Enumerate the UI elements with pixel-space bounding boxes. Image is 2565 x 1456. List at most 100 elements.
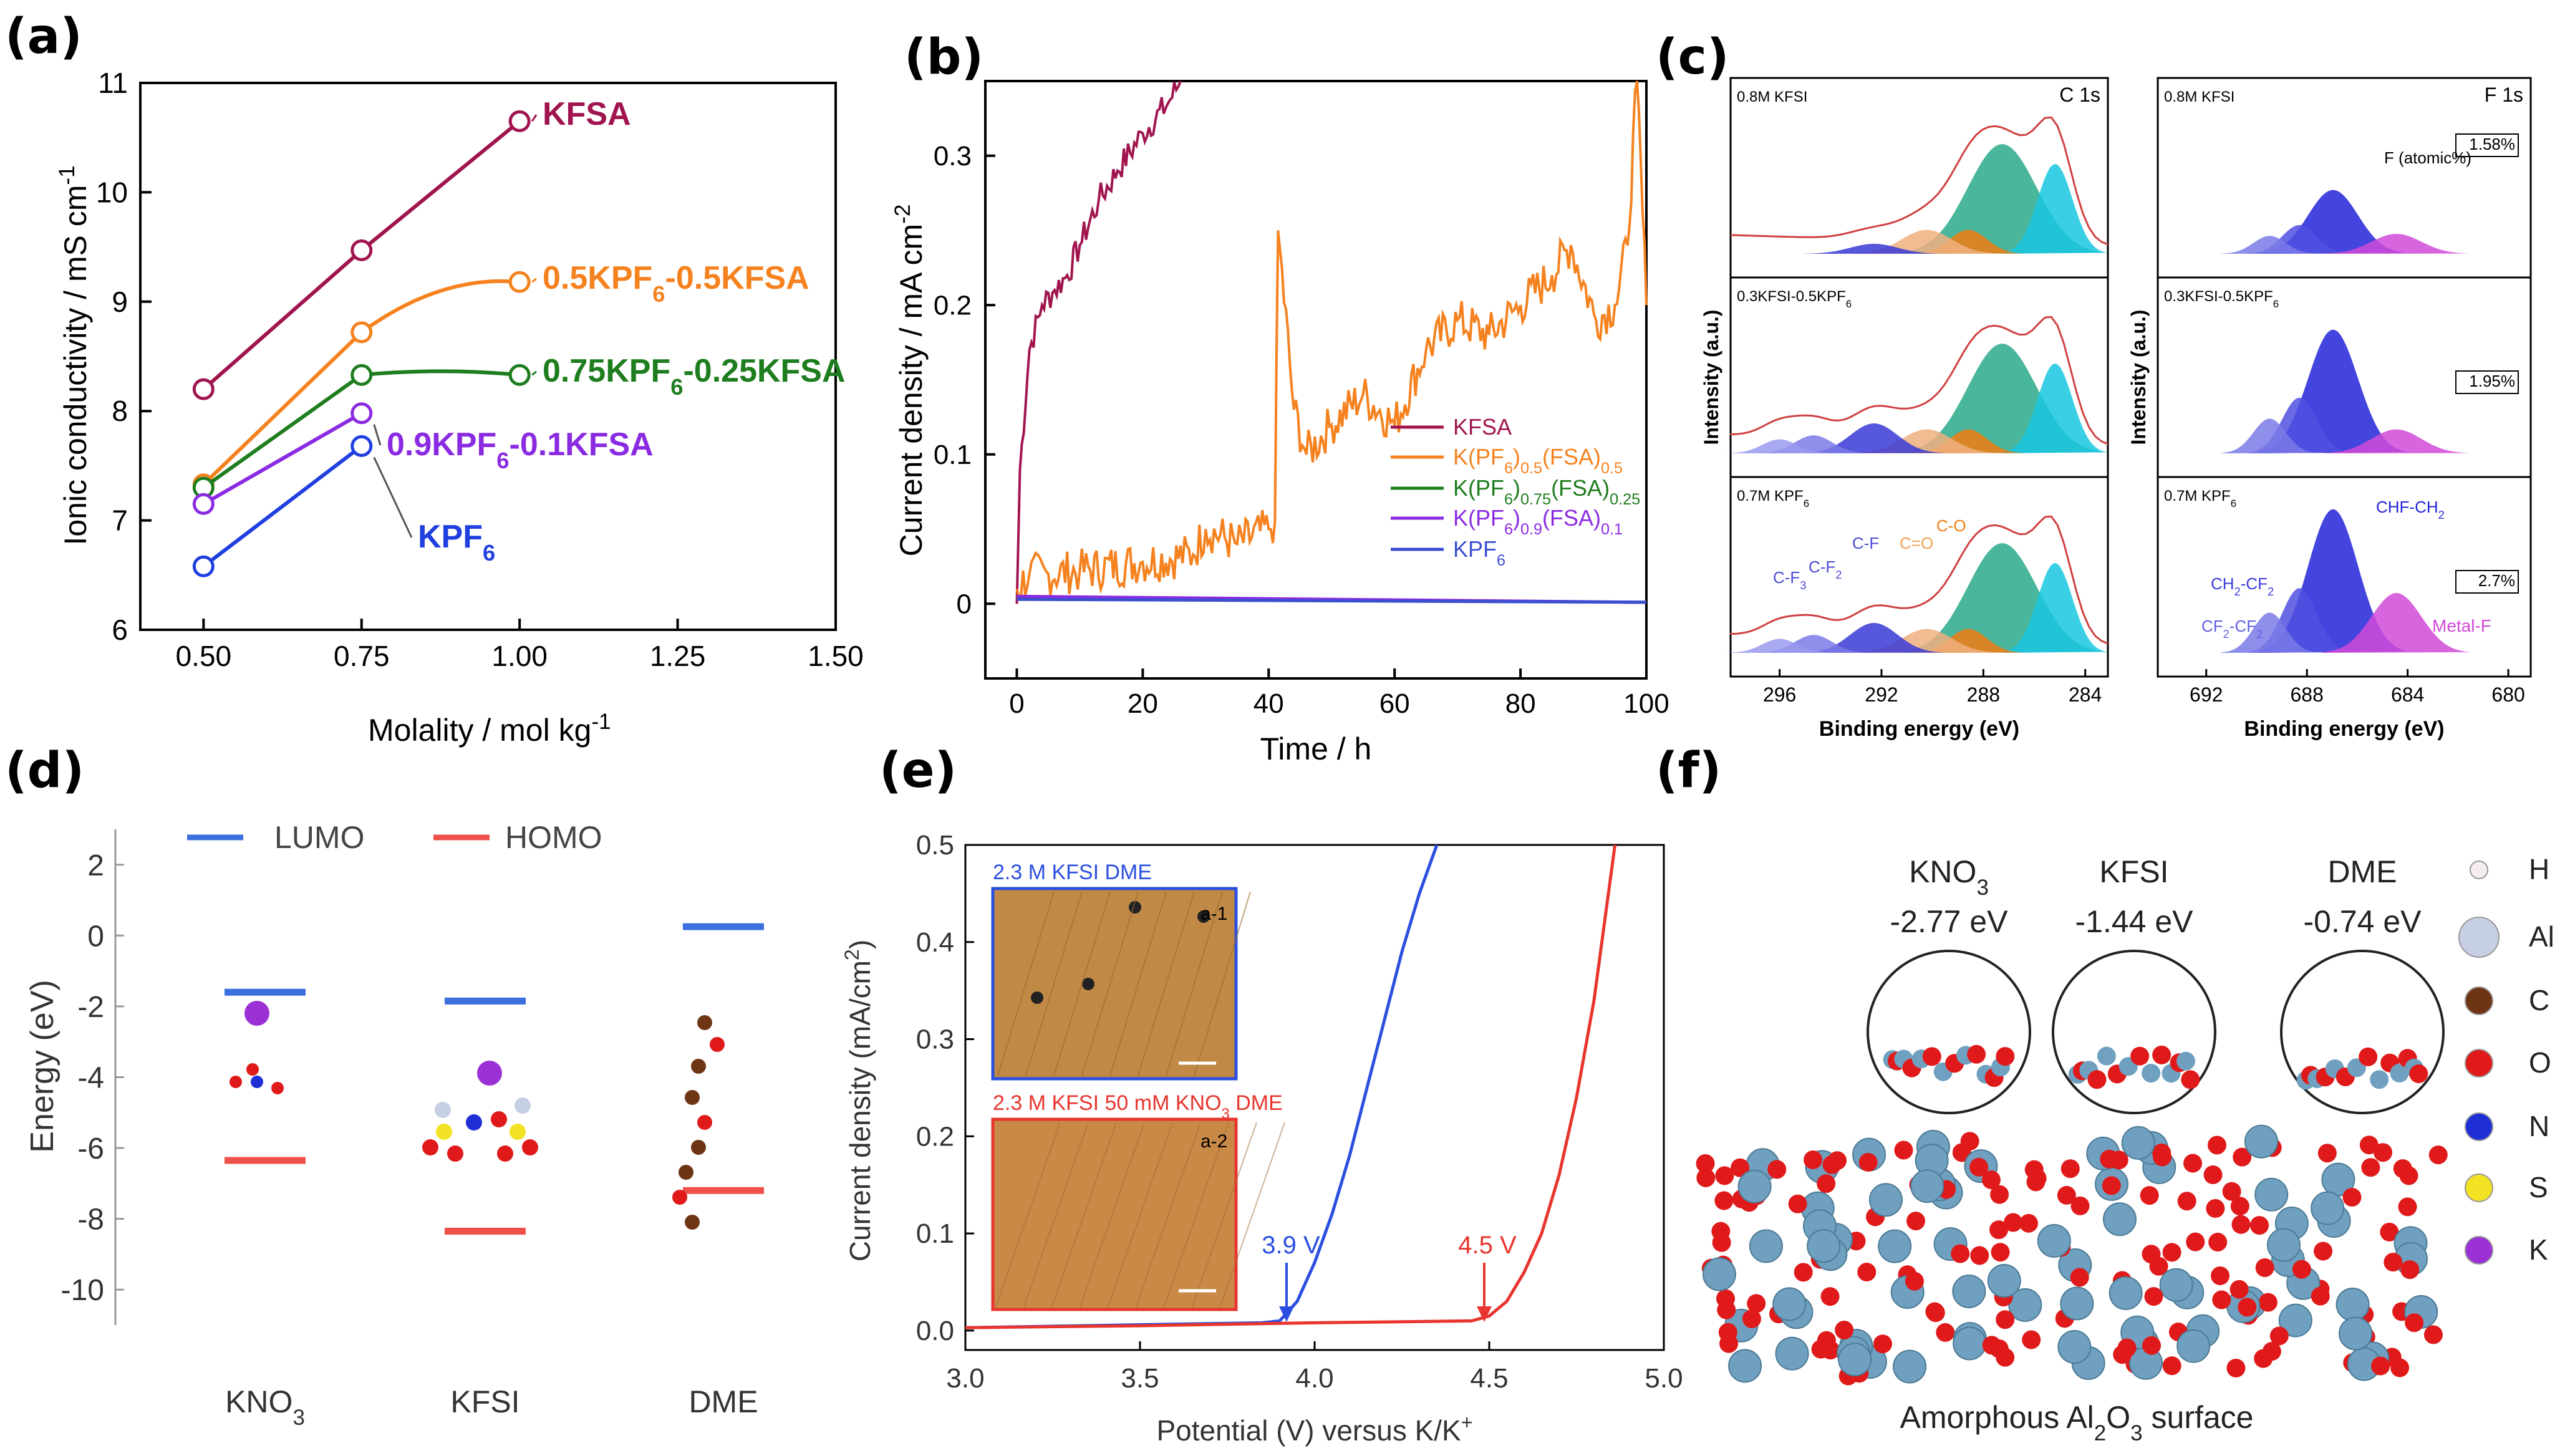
legend-entry: S bbox=[2529, 1171, 2548, 1203]
surface-caption-part: 2 bbox=[2094, 1421, 2106, 1445]
atom bbox=[685, 1215, 700, 1230]
x-tick-label: 4.5 bbox=[1470, 1363, 1508, 1394]
x-tick-label: 284 bbox=[2069, 683, 2102, 706]
legend-entry-part: 0.5 bbox=[1601, 460, 1623, 477]
y-tick-label: 0.1 bbox=[934, 440, 972, 470]
surface-atom bbox=[1970, 1246, 1989, 1265]
surface-atom bbox=[2255, 1179, 2287, 1211]
surface-atom bbox=[2060, 1287, 2093, 1319]
atom bbox=[1967, 1045, 1986, 1064]
surface-atom bbox=[2122, 1127, 2155, 1159]
y-tick-label: -8 bbox=[77, 1203, 104, 1237]
series-label-part: -0.25KFSA bbox=[683, 353, 845, 389]
series-line-3 bbox=[203, 413, 361, 504]
row-label-part: 6 bbox=[2231, 498, 2236, 509]
y-axis-label-part: Ionic conductivity / mS cm bbox=[58, 185, 93, 546]
surface-atom bbox=[2245, 1126, 2278, 1158]
legend-entry: KFSA bbox=[1453, 414, 1512, 440]
surface-atom bbox=[2292, 1260, 2311, 1279]
plot-frame bbox=[985, 81, 1646, 678]
k-atom bbox=[477, 1061, 502, 1086]
row-label: 0.8M KFSI bbox=[1737, 89, 1807, 105]
surface-atom bbox=[2318, 1144, 2337, 1162]
legend-entry-part: K(PF bbox=[1453, 505, 1504, 531]
surface-atom bbox=[2371, 1357, 2390, 1376]
surface-atom bbox=[2342, 1188, 2361, 1207]
category-label-part: 3 bbox=[292, 1405, 304, 1430]
surface-atom bbox=[1925, 1303, 1944, 1321]
data-point bbox=[352, 241, 371, 259]
surface-atom bbox=[1750, 1230, 1782, 1262]
y-tick-label: 8 bbox=[112, 395, 128, 427]
x-tick-label: 4.0 bbox=[1295, 1363, 1333, 1394]
series-label-part: -0.5KFSA bbox=[665, 260, 809, 296]
legend-entry-part: KFSA bbox=[1453, 414, 1512, 440]
legend-entry: O bbox=[2529, 1046, 2551, 1079]
x-axis-label: Binding energy (eV) bbox=[2244, 717, 2444, 741]
atom bbox=[435, 1102, 451, 1118]
series-label-part: 6 bbox=[670, 374, 683, 400]
surface-atom bbox=[1712, 1233, 1731, 1252]
legend-entry-part: 6 bbox=[1504, 460, 1513, 477]
surface-atom bbox=[2071, 1197, 2090, 1215]
x-tick-label: 1.25 bbox=[650, 640, 706, 672]
surface-atom bbox=[2152, 1144, 2171, 1162]
legend-entry: K(PF6)0.75(FSA)0.25 bbox=[1453, 475, 1640, 508]
x-tick-label: 3.0 bbox=[946, 1363, 984, 1394]
atomic-percent: 1.58% bbox=[2469, 135, 2515, 153]
data-point bbox=[194, 557, 213, 576]
y-tick-label: 2 bbox=[87, 849, 104, 882]
xps-title: F 1s bbox=[2485, 84, 2523, 106]
legend-atom-s bbox=[2465, 1174, 2493, 1202]
atom bbox=[691, 1140, 706, 1155]
inset-tag: a-2 bbox=[1200, 1131, 1227, 1152]
x-tick-label: 20 bbox=[1128, 688, 1158, 719]
atom bbox=[710, 1037, 725, 1052]
surface-atom bbox=[2311, 1192, 2344, 1225]
y-axis-label: Energy (eV) bbox=[24, 980, 60, 1152]
legend-entry: K bbox=[2529, 1233, 2548, 1266]
data-point bbox=[352, 436, 371, 455]
surface-atom bbox=[2361, 1158, 2380, 1177]
surface-atom bbox=[1961, 1132, 1979, 1150]
surface-atom bbox=[1838, 1343, 1871, 1376]
annotation-part: 2 bbox=[2256, 628, 2263, 640]
row-label-part: 0.8M KFSI bbox=[1737, 89, 1807, 105]
category-label: KNO3 bbox=[225, 1384, 305, 1430]
surface-atom bbox=[1988, 1265, 2021, 1297]
y-axis-label: Intensity (a.u.) bbox=[1700, 310, 1722, 445]
surface-atom bbox=[2186, 1233, 2205, 1251]
surface-caption-part: Amorphous Al bbox=[1900, 1400, 2094, 1435]
annotation-part: CHF-CH bbox=[2376, 498, 2438, 516]
atom bbox=[691, 1059, 706, 1074]
surface-atom bbox=[2100, 1150, 2118, 1169]
legend-entry-part: ) bbox=[1513, 505, 1520, 531]
molecule-name-part: KNO bbox=[1909, 854, 1976, 889]
y-axis-label: Current density (mA/cm2) bbox=[841, 940, 876, 1261]
data-point bbox=[510, 365, 529, 384]
panel-b: (b)0 20 40 60 80 10000.10.20.3Time / hCurrent… bbox=[891, 29, 1669, 766]
surface-atom bbox=[2231, 1215, 2250, 1234]
atom bbox=[2370, 1070, 2389, 1089]
surface-atom bbox=[1894, 1140, 1913, 1159]
y-axis-label-part: ) bbox=[844, 940, 876, 949]
surface-atom bbox=[1719, 1334, 1738, 1353]
surface-atom bbox=[2360, 1135, 2379, 1154]
surface-atom bbox=[1835, 1321, 1853, 1339]
atom bbox=[1996, 1047, 2014, 1066]
atom bbox=[491, 1111, 507, 1127]
surface-atom bbox=[2025, 1160, 2044, 1179]
panel-d: (d) 2 0 -2 -4 -6 -8 -10 Energy (eV) KNO3 KFSI DME LU… bbox=[5, 743, 764, 1430]
surface-atom bbox=[2160, 1269, 2193, 1301]
x-axis-label: Binding energy (eV) bbox=[1819, 717, 2019, 741]
surface-atom bbox=[2058, 1331, 2090, 1363]
data-point bbox=[352, 323, 371, 342]
legend-atom-h bbox=[2470, 861, 2488, 879]
data-point bbox=[352, 404, 371, 423]
x-tick-label: 692 bbox=[2190, 683, 2223, 706]
molecule-circle bbox=[1868, 951, 2030, 1113]
inset-title-part: DME bbox=[1230, 1091, 1283, 1115]
surface-atom bbox=[1982, 1170, 2001, 1189]
legend-entry-part: (FSA) bbox=[1542, 444, 1601, 470]
data-point bbox=[510, 112, 529, 130]
